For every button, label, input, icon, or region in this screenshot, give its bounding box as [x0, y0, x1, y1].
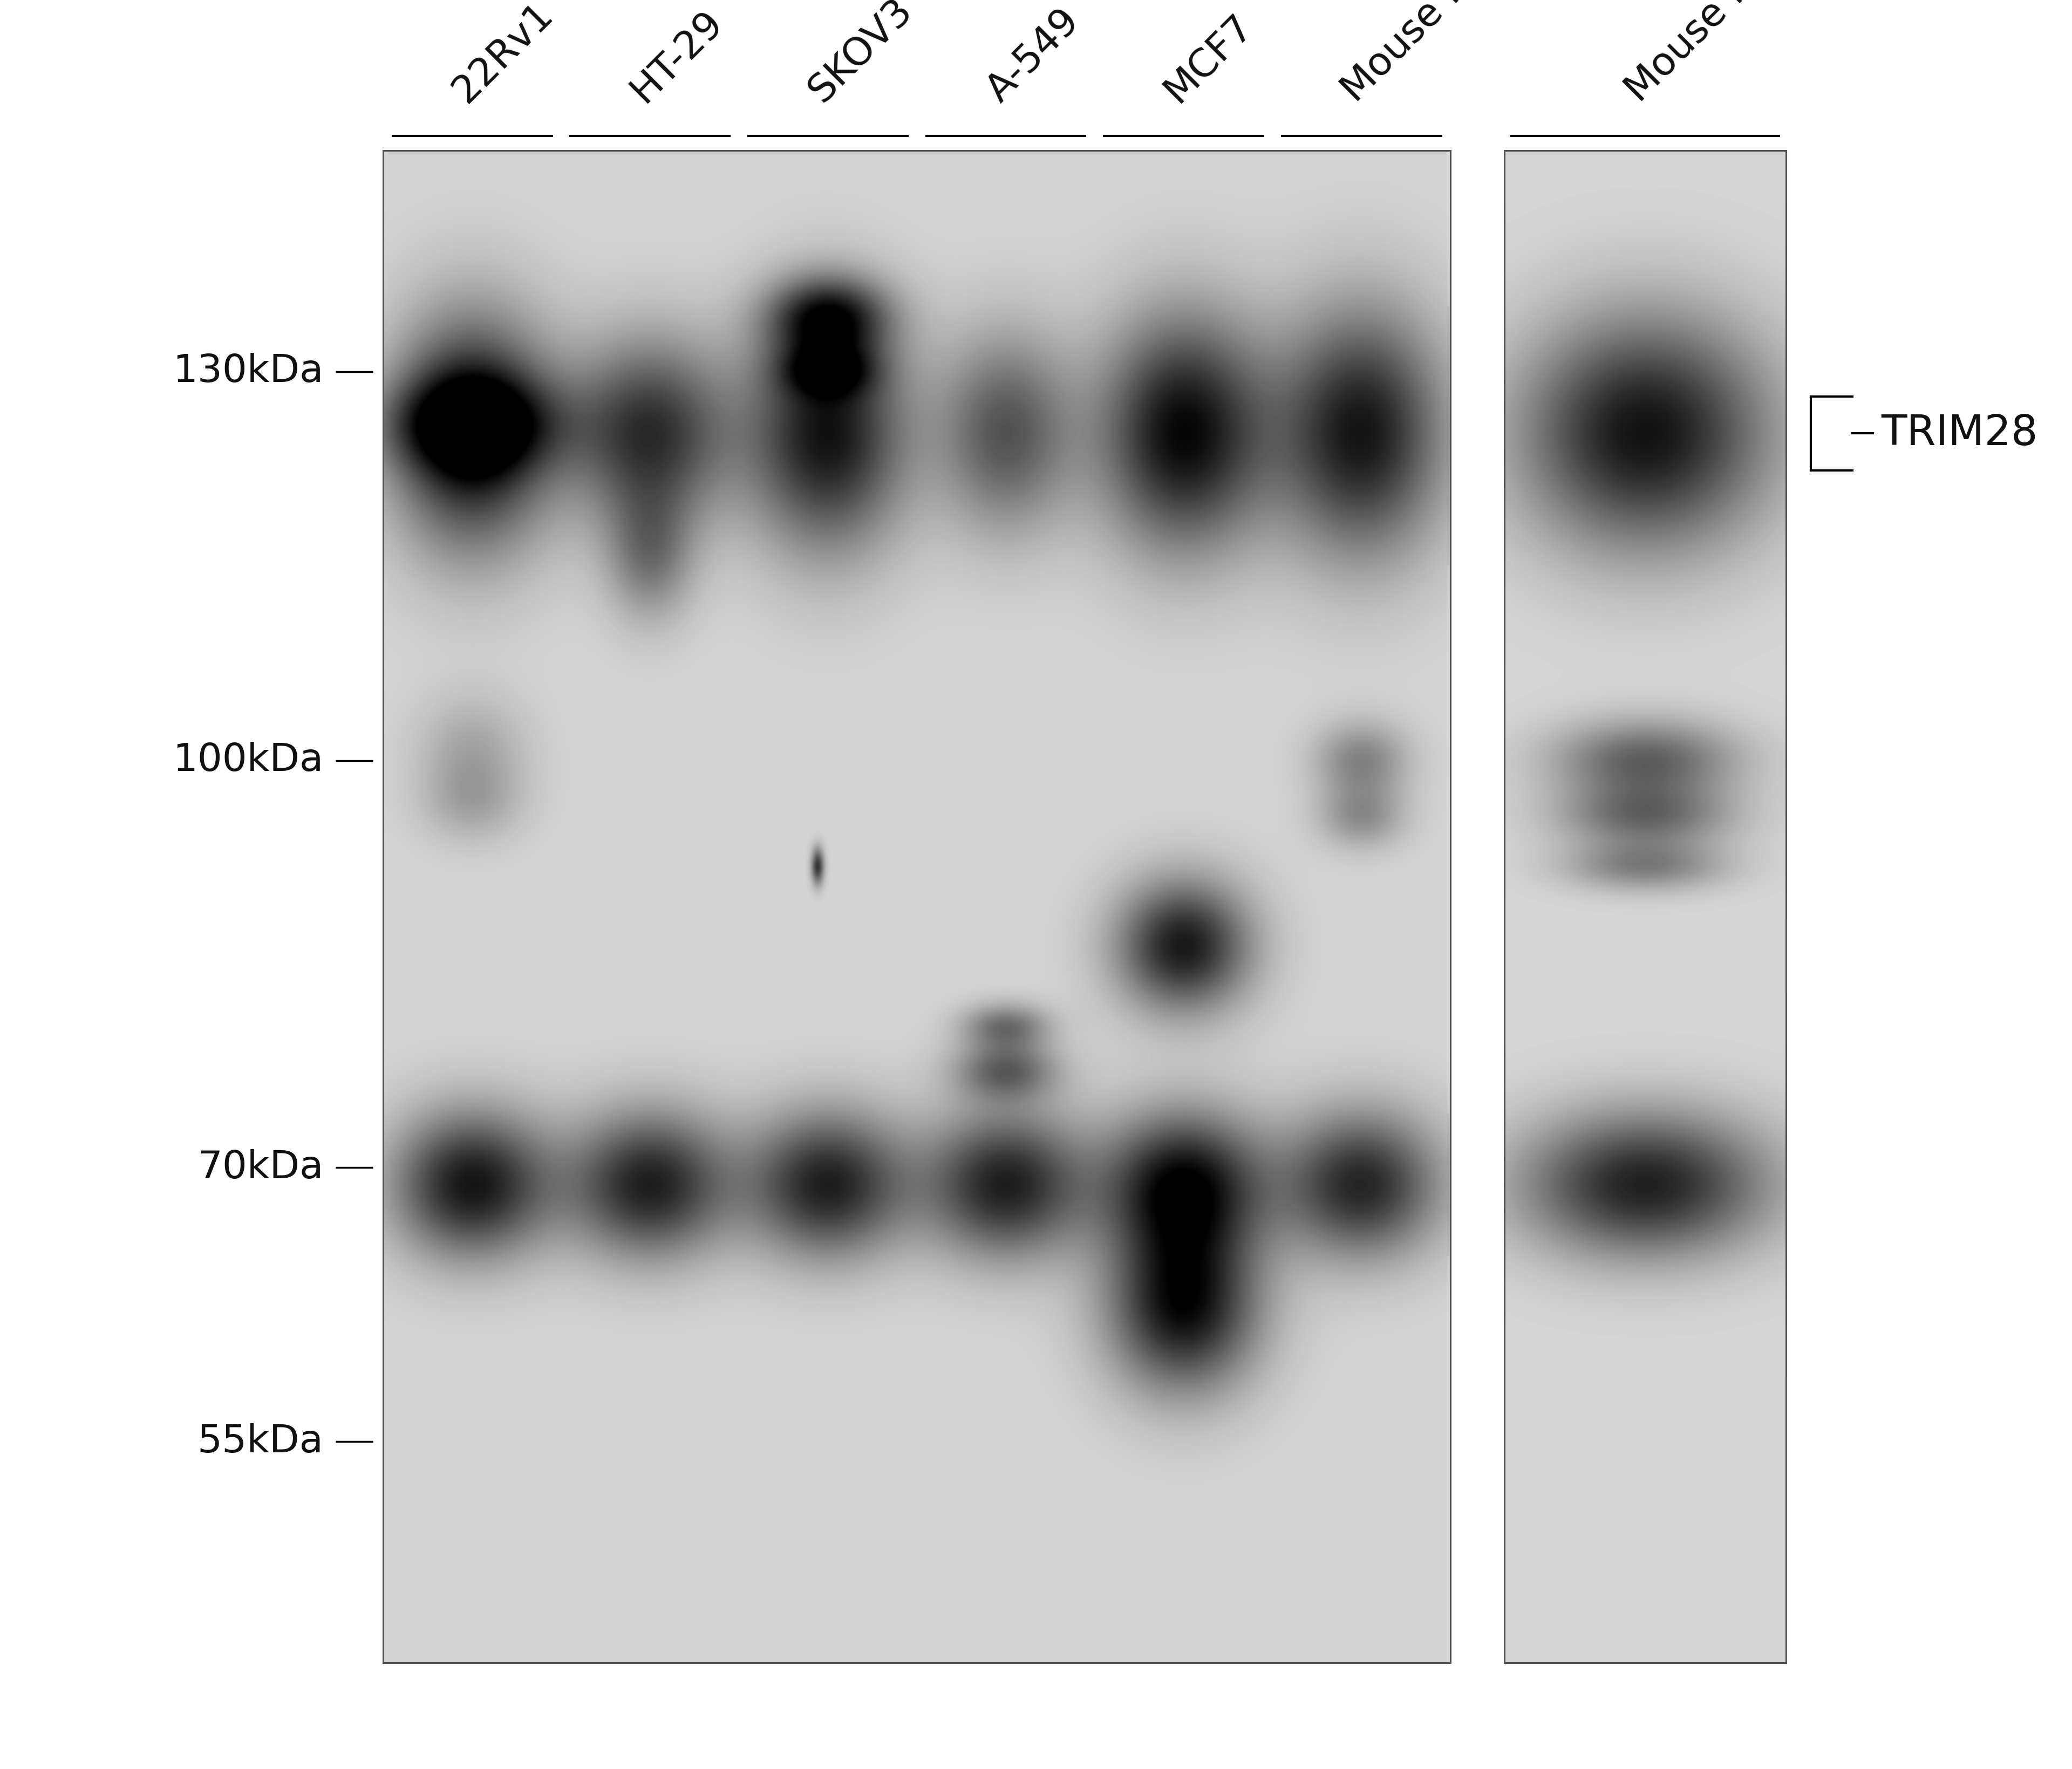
- Text: TRIM28: TRIM28: [1881, 412, 2039, 455]
- Text: Mouse brain: Mouse brain: [1618, 0, 1815, 110]
- Text: 55kDa: 55kDa: [197, 1422, 323, 1461]
- Text: SKOV3: SKOV3: [802, 0, 920, 110]
- Text: A-549: A-549: [980, 2, 1086, 110]
- Text: HT-29: HT-29: [624, 4, 729, 110]
- Bar: [1504, 150, 1786, 1663]
- Text: 130kDa: 130kDa: [172, 352, 323, 391]
- Text: MCF7: MCF7: [1158, 7, 1260, 110]
- Text: Mouse liver: Mouse liver: [1334, 0, 1519, 110]
- Bar: [383, 150, 1450, 1663]
- Text: 22Rv1: 22Rv1: [445, 0, 559, 110]
- Text: 70kDa: 70kDa: [197, 1148, 323, 1187]
- Text: 100kDa: 100kDa: [172, 741, 323, 780]
